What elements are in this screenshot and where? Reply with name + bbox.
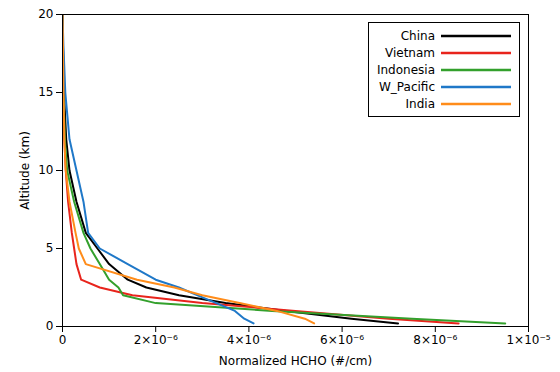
svg-text:2×10⁻⁶: 2×10⁻⁶ xyxy=(134,333,178,347)
svg-text:0: 0 xyxy=(59,333,67,347)
svg-text:5: 5 xyxy=(46,241,54,255)
html-text:Vietnam: Vietnam xyxy=(385,45,435,60)
html-text:India: India xyxy=(405,96,435,111)
html-text:China: China xyxy=(400,28,435,43)
svg-text:20: 20 xyxy=(38,7,53,21)
html-text:W_Pacific: W_Pacific xyxy=(379,79,435,94)
svg-text:Altitude (km): Altitude (km) xyxy=(18,131,32,210)
svg-text:1×10⁻⁵: 1×10⁻⁵ xyxy=(506,333,550,347)
svg-text:8×10⁻⁶: 8×10⁻⁶ xyxy=(413,333,457,347)
svg-text:Normalized HCHO (#/cm): Normalized HCHO (#/cm) xyxy=(219,354,372,368)
svg-text:4×10⁻⁶: 4×10⁻⁶ xyxy=(227,333,271,347)
svg-text:10: 10 xyxy=(38,163,53,177)
svg-text:0: 0 xyxy=(46,319,54,333)
svg-text:6×10⁻⁶: 6×10⁻⁶ xyxy=(320,333,364,347)
svg-text:15: 15 xyxy=(38,85,53,99)
html-text:Indonesia: Indonesia xyxy=(377,62,435,77)
